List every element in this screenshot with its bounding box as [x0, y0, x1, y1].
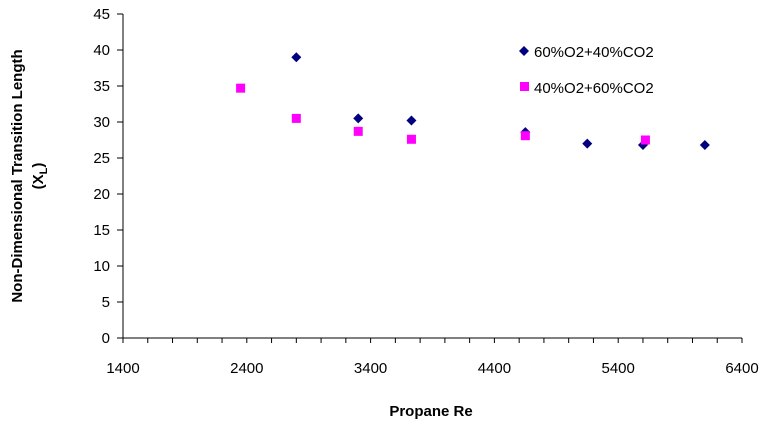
y-axis-unit-close: ): [30, 163, 47, 168]
series-2-point: [640, 135, 650, 145]
y-tick-label: 25: [93, 150, 110, 167]
y-axis-unit-open: (X: [30, 174, 47, 189]
x-axis: 1400 2400 3400 4400 5400 6400: [106, 338, 759, 377]
x-tick-label: 3400: [354, 360, 387, 377]
series-1-point: [699, 140, 710, 151]
x-tick-label: 1400: [106, 360, 139, 377]
series-2-point: [291, 113, 301, 123]
plot-area: [122, 14, 742, 339]
y-axis-unit-subscript: L: [38, 167, 50, 174]
y-axis-title: Non-Dimensional Transition Length: [9, 49, 26, 302]
legend: 60%O2+40%CO2 40%O2+60%CO2: [519, 44, 654, 97]
y-tick-label: 35: [93, 78, 110, 95]
y-axis-title-unit: (XL): [30, 163, 50, 190]
legend-marker-series-2: [520, 82, 529, 91]
series-1-point: [406, 115, 417, 126]
legend-label-series-2: 40%O2+60%CO2: [534, 80, 654, 97]
legend-marker-series-1: [519, 46, 529, 56]
y-tick-label: 20: [93, 186, 110, 203]
y-tick-label: 30: [93, 114, 110, 131]
y-tick-label: 45: [93, 6, 110, 23]
x-tick-label: 4400: [478, 360, 511, 377]
legend-label-series-1: 60%O2+40%CO2: [534, 44, 654, 61]
series-2-point: [236, 83, 246, 93]
y-tick-label: 40: [93, 42, 110, 59]
y-tick-label: 10: [93, 258, 110, 275]
x-axis-title: Propane Re: [389, 403, 472, 420]
series-1-point: [291, 52, 302, 63]
y-tick-label: 15: [93, 222, 110, 239]
series-1-point: [353, 113, 364, 124]
data-points: [236, 52, 710, 151]
series-2-point: [520, 131, 530, 141]
series-2-point: [406, 134, 416, 144]
x-tick-label: 5400: [602, 360, 635, 377]
y-tick-label: 5: [102, 294, 110, 311]
y-axis: 0 5 10 15 20 25 30 35 40 45: [93, 6, 123, 347]
x-tick-label: 6400: [725, 360, 758, 377]
x-tick-label: 2400: [230, 360, 263, 377]
y-tick-label: 0: [102, 330, 110, 347]
series-1-point: [582, 138, 593, 149]
series-2-point: [353, 126, 363, 136]
